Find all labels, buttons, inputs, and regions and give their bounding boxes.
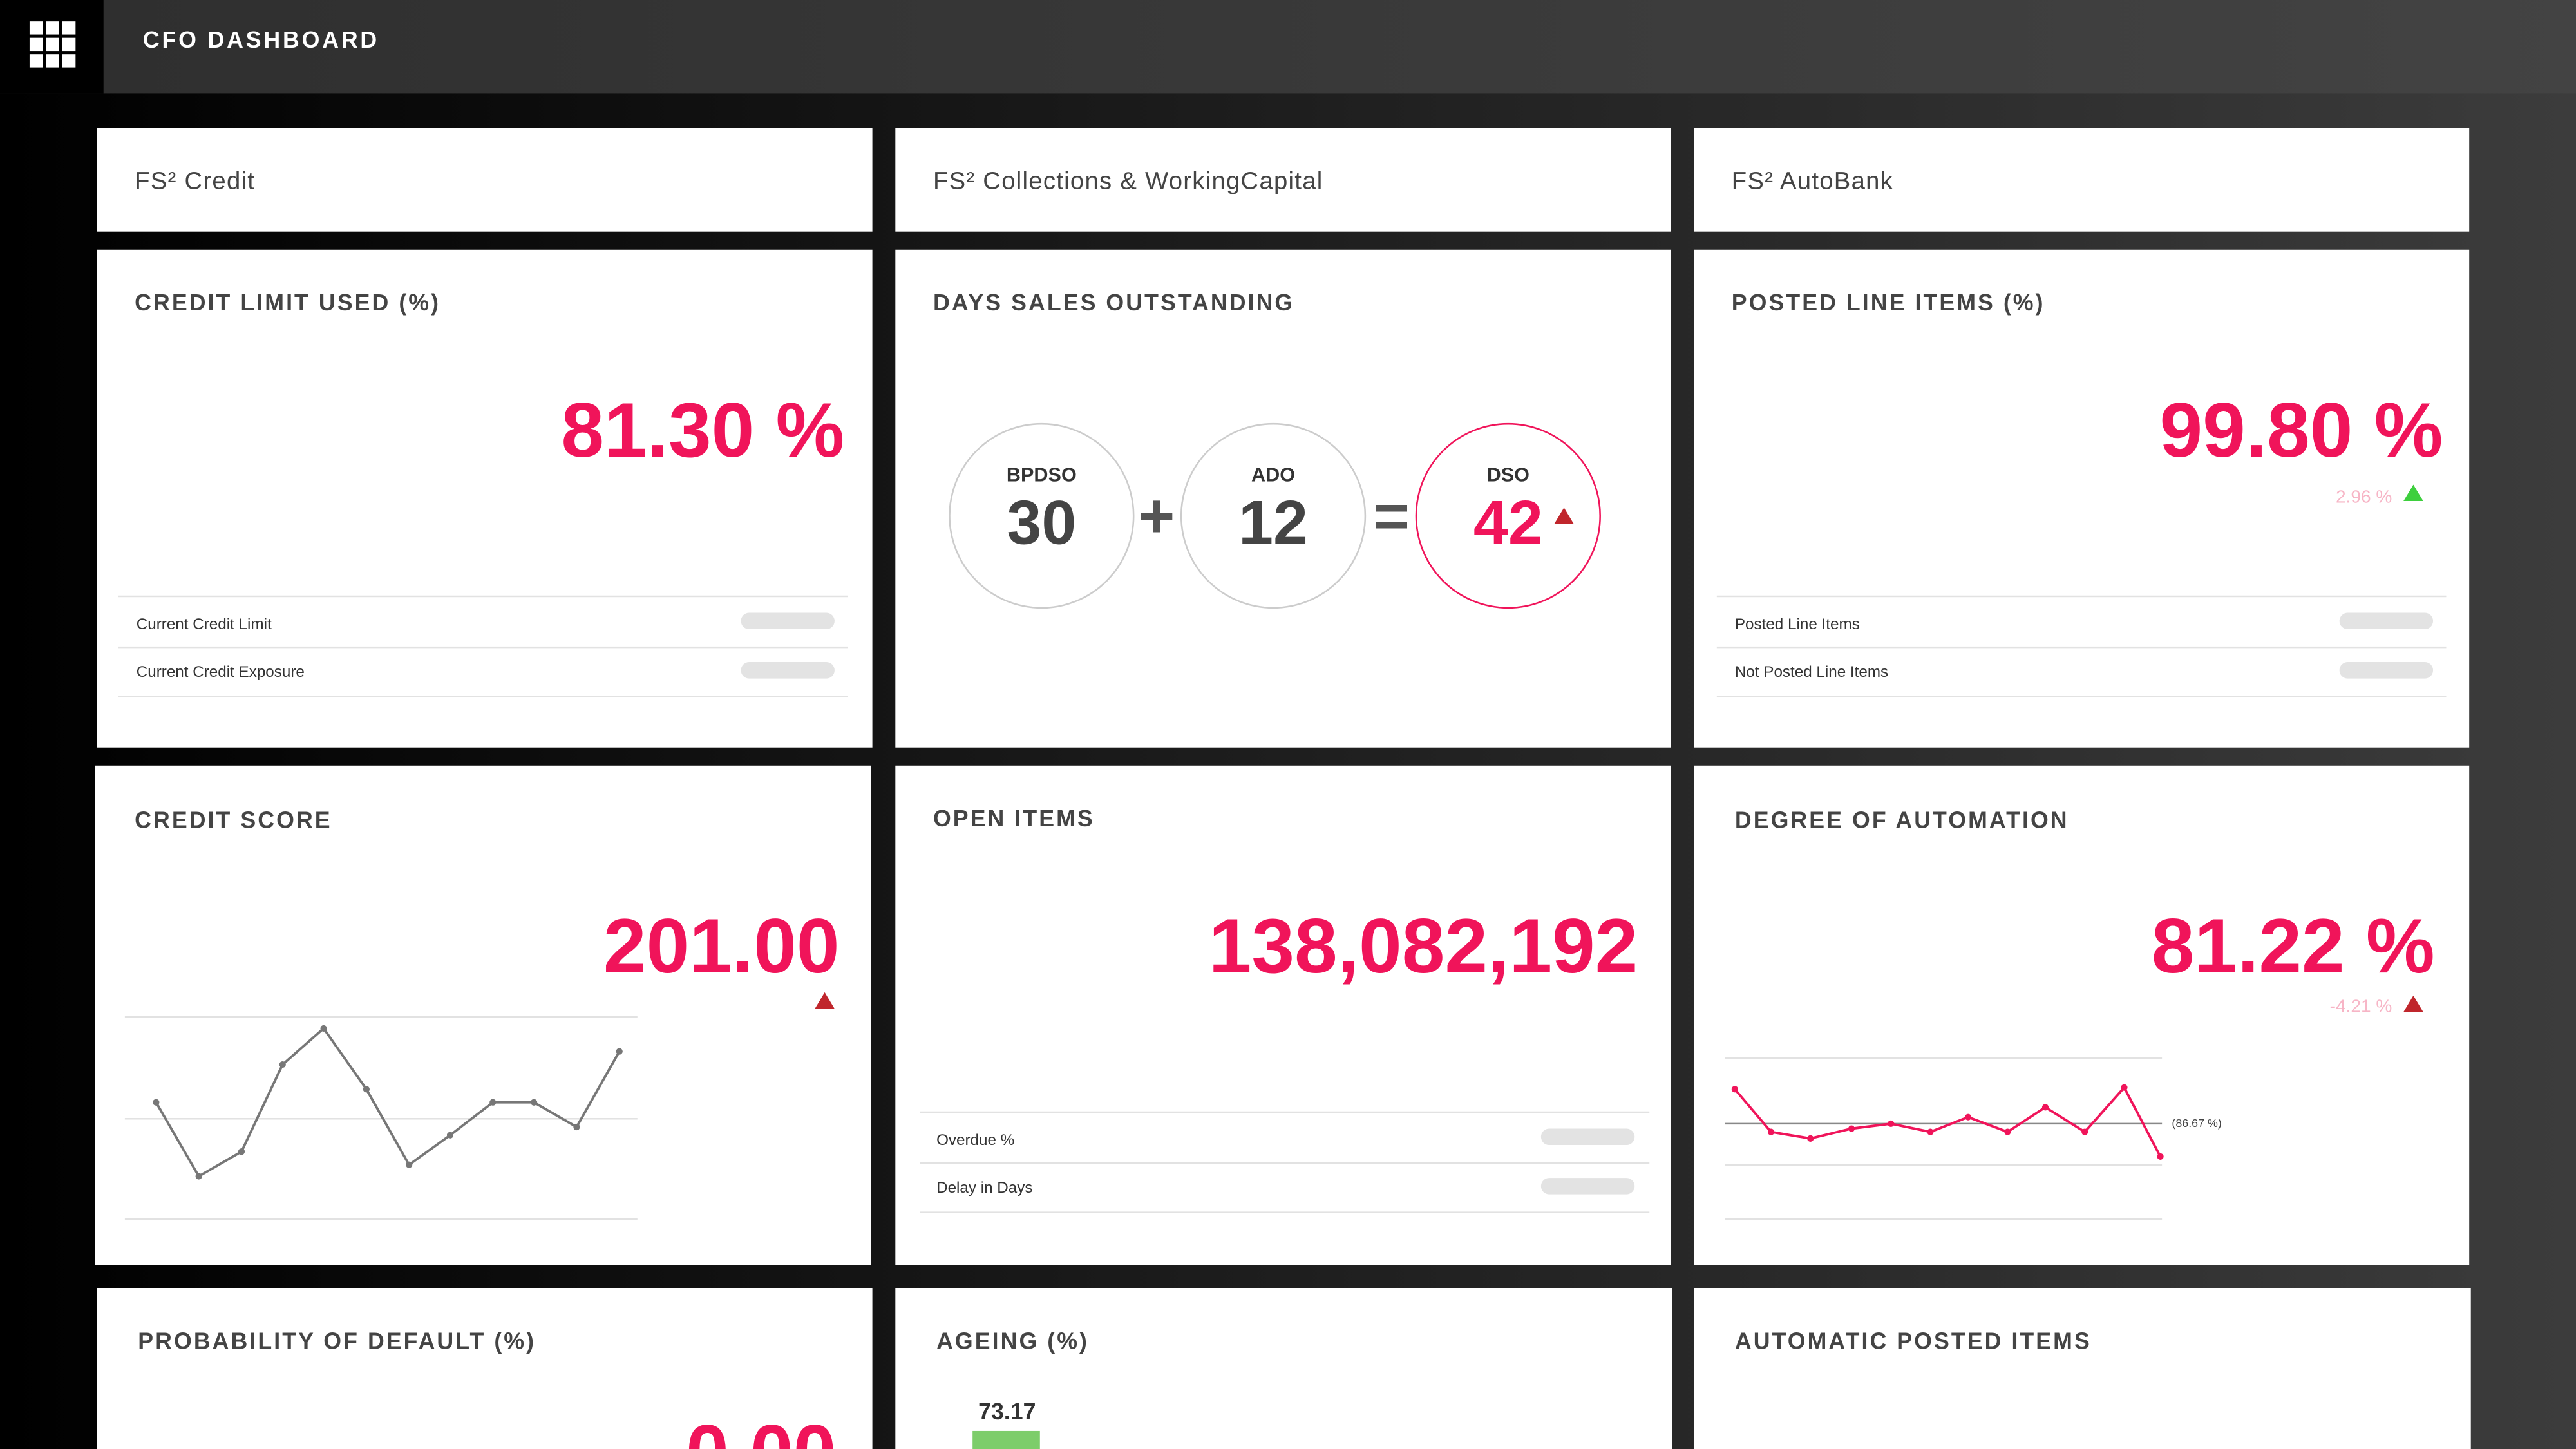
- kpi-value: 81.22 %: [2152, 903, 2435, 989]
- term-label: BPDSO: [1007, 464, 1077, 486]
- card[interactable]: [97, 1288, 873, 1449]
- card[interactable]: [1694, 249, 2470, 748]
- term-value: 30: [1007, 487, 1076, 557]
- term-circle: [1180, 422, 1367, 609]
- section-tab[interactable]: [97, 128, 873, 232]
- placeholder: [1540, 1178, 1635, 1195]
- row-label: Current Credit Limit: [137, 616, 272, 633]
- card[interactable]: [895, 1288, 1672, 1449]
- term-circle: [949, 422, 1135, 609]
- section-title: FS² AutoBank: [1732, 167, 1893, 194]
- term-value: 12: [1238, 487, 1308, 557]
- delta: -4.21 %: [2330, 996, 2392, 1016]
- section-title: FS² Credit: [135, 167, 255, 194]
- kpi-value: 138,082,192: [1209, 903, 1638, 989]
- trend-icon: [815, 992, 835, 1009]
- card-title: POSTED LINE ITEMS (%): [1732, 290, 2045, 316]
- header-title: CFO DASHBOARD: [143, 27, 379, 53]
- operator: +: [1139, 480, 1175, 551]
- menu-icon[interactable]: [29, 21, 76, 68]
- row-label: Current Credit Exposure: [137, 663, 305, 681]
- delta: 2.96 %: [2336, 487, 2392, 507]
- term-value: 42: [1473, 487, 1543, 557]
- trend-icon: [2403, 995, 2423, 1012]
- bar-label: 73.17: [978, 1399, 1036, 1425]
- card-title: DEGREE OF AUTOMATION: [1735, 808, 2069, 833]
- card-title: CREDIT SCORE: [135, 808, 332, 833]
- card[interactable]: [95, 765, 871, 1265]
- placeholder: [1540, 1128, 1635, 1146]
- card[interactable]: [895, 765, 1671, 1265]
- term-circle: [1415, 422, 1601, 609]
- bar: [972, 1430, 1040, 1449]
- operator: =: [1373, 480, 1410, 551]
- section-title: FS² Collections & WorkingCapital: [933, 167, 1323, 194]
- sparkline: [155, 1027, 621, 1179]
- kpi-value: 99.80 %: [2159, 387, 2443, 473]
- sparkline-points: [1731, 1084, 2164, 1160]
- card-title: PROBABILITY OF DEFAULT (%): [138, 1328, 536, 1354]
- row-label: Not Posted Line Items: [1735, 663, 1888, 681]
- row-label: Posted Line Items: [1735, 616, 1860, 633]
- card-title: AUTOMATIC POSTED ITEMS: [1735, 1328, 2092, 1354]
- card[interactable]: [895, 249, 1671, 748]
- row-label: Delay in Days: [936, 1179, 1032, 1197]
- term-label: DSO: [1487, 464, 1530, 486]
- placeholder: [741, 612, 835, 630]
- card-title: CREDIT LIMIT USED (%): [135, 290, 440, 316]
- card[interactable]: [1694, 765, 2470, 1265]
- section-tab[interactable]: [1694, 128, 2470, 232]
- kpi-value: 0.00: [686, 1409, 836, 1449]
- placeholder: [2339, 612, 2434, 630]
- card-title: AGEING (%): [936, 1328, 1089, 1354]
- trend-icon: [2403, 484, 2423, 502]
- kpi-value: 201.00: [603, 903, 840, 989]
- card-title: OPEN ITEMS: [933, 806, 1095, 831]
- card-title: DAYS SALES OUTSTANDING: [933, 290, 1294, 316]
- card[interactable]: [97, 249, 873, 748]
- trend-icon: [1554, 507, 1574, 524]
- card[interactable]: [1694, 1288, 2471, 1449]
- kpi-value: 81.30 %: [561, 387, 844, 473]
- sparkline-points: [153, 1025, 623, 1180]
- placeholder: [2339, 662, 2434, 679]
- reference-label: (86.67 %): [2172, 1117, 2221, 1130]
- row-label: Overdue %: [936, 1132, 1014, 1149]
- header-bar: [0, 0, 2576, 94]
- term-label: ADO: [1251, 464, 1295, 486]
- section-tab[interactable]: [895, 128, 1671, 232]
- sparkline: [1734, 1085, 2162, 1157]
- placeholder: [741, 662, 835, 679]
